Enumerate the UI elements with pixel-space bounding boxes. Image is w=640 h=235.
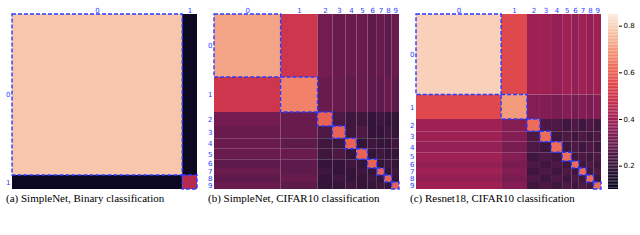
svg-text:7: 7	[379, 7, 383, 15]
svg-text:1: 1	[6, 179, 10, 187]
svg-text:4: 4	[349, 7, 354, 15]
svg-text:9: 9	[208, 182, 212, 190]
svg-text:5: 5	[208, 151, 212, 159]
svg-text:0: 0	[95, 7, 99, 15]
svg-text:1: 1	[512, 7, 516, 15]
svg-text:2: 2	[532, 7, 536, 15]
svg-text:7: 7	[581, 7, 585, 15]
svg-text:0.6: 0.6	[624, 69, 636, 77]
svg-text:0: 0	[6, 91, 10, 99]
svg-text:1: 1	[410, 103, 414, 111]
svg-text:1: 1	[297, 7, 301, 15]
svg-text:5: 5	[565, 7, 569, 15]
svg-text:2: 2	[323, 7, 327, 15]
svg-text:0: 0	[457, 7, 461, 15]
svg-text:0.2: 0.2	[624, 162, 635, 170]
svg-text:4: 4	[555, 7, 560, 15]
svg-text:7: 7	[208, 168, 213, 177]
svg-text:4: 4	[208, 140, 213, 148]
svg-text:1: 1	[188, 7, 192, 15]
svg-text:2: 2	[208, 116, 212, 124]
svg-text:2: 2	[410, 122, 414, 130]
svg-text:5: 5	[410, 153, 414, 161]
svg-text:7: 7	[410, 168, 415, 177]
svg-text:3: 3	[208, 129, 212, 137]
svg-text:3: 3	[337, 7, 341, 15]
html-text:(c) Resnet18, CIFAR10 classifi: (c) Resnet18, CIFAR10 classification	[410, 192, 575, 204]
svg-text:0.8: 0.8	[624, 22, 635, 30]
html-text:(b) SimpleNet, CIFAR10 classif: (b) SimpleNet, CIFAR10 classification	[208, 192, 380, 204]
svg-text:9: 9	[394, 7, 398, 15]
svg-text:0.4: 0.4	[624, 116, 636, 124]
svg-text:4: 4	[410, 144, 415, 152]
svg-text:6: 6	[370, 7, 375, 15]
svg-text:6: 6	[410, 161, 415, 170]
svg-text:5: 5	[360, 7, 364, 15]
svg-text:0: 0	[208, 42, 212, 50]
svg-text:9: 9	[596, 7, 600, 15]
svg-text:8: 8	[588, 7, 592, 15]
svg-text:9: 9	[410, 182, 414, 190]
svg-text:3: 3	[410, 133, 414, 141]
svg-text:3: 3	[544, 7, 548, 15]
svg-text:1: 1	[208, 91, 212, 99]
svg-text:8: 8	[208, 175, 213, 184]
html-text:(a) SimpleNet, Binary classifi: (a) SimpleNet, Binary classification	[6, 192, 165, 204]
svg-text:0: 0	[246, 7, 250, 15]
svg-text:6: 6	[208, 160, 213, 168]
svg-text:8: 8	[386, 7, 390, 15]
svg-text:8: 8	[410, 175, 415, 184]
svg-text:6: 6	[573, 7, 578, 15]
svg-text:0: 0	[410, 51, 414, 59]
